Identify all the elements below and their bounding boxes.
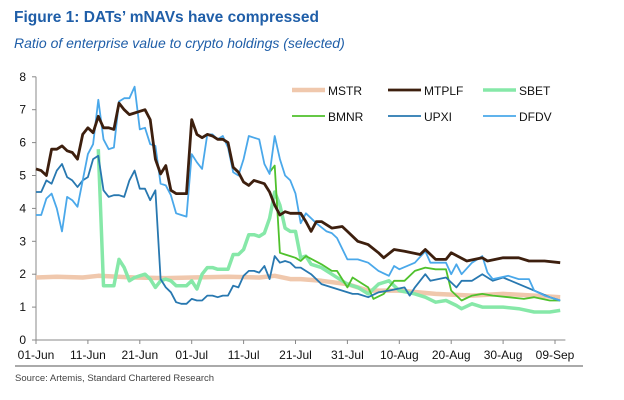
x-tick-label: 01-Jun — [18, 348, 55, 362]
y-tick-label: 6 — [19, 136, 26, 150]
y-tick-label: 0 — [19, 333, 26, 347]
legend-label-mtplf: MTPLF — [424, 84, 463, 98]
y-tick-label: 8 — [19, 70, 26, 84]
y-tick-label: 5 — [19, 169, 26, 183]
x-tick-label: 11-Jul — [228, 348, 260, 362]
series-line-mstr — [35, 273, 561, 300]
y-tick-label: 7 — [19, 103, 26, 117]
y-tick-label: 3 — [19, 234, 26, 248]
x-tick-label: 10-Aug — [380, 348, 419, 362]
x-tick-label: 20-Aug — [432, 348, 471, 362]
legend-label-dfdv: DFDV — [519, 110, 552, 124]
x-tick-label: 30-Aug — [484, 348, 523, 362]
series-line-mtplf — [35, 101, 561, 265]
x-tick-label: 31-Jul — [331, 348, 364, 362]
y-tick-label: 2 — [19, 267, 26, 281]
series-line-upxi — [36, 154, 561, 305]
x-tick-label: 21-Jul — [279, 348, 312, 362]
legend-label-upxi: UPXI — [424, 110, 452, 124]
chart-title: Figure 1: DATs’ mNAVs have compressed — [14, 9, 319, 26]
legend-label-mstr: MSTR — [328, 84, 362, 98]
series-line-sbet — [96, 149, 561, 314]
x-tick-label: 21-Jun — [121, 348, 158, 362]
legend-label-sbet: SBET — [519, 84, 551, 98]
x-tick-label: 09-Sep — [536, 348, 575, 362]
source-note: Source: Artemis, Standard Chartered Rese… — [15, 373, 215, 384]
series-line-dfdv — [36, 85, 561, 302]
y-tick-label: 4 — [19, 201, 26, 215]
legend-label-bmnr: BMNR — [328, 110, 364, 124]
chart-subtitle: Ratio of enterprise value to crypto hold… — [14, 35, 345, 51]
x-tick-label: 01-Jul — [175, 348, 208, 362]
x-tick-label: 11-Jun — [70, 348, 106, 362]
series-line-bmnr — [268, 164, 561, 302]
y-tick-label: 1 — [19, 300, 26, 314]
